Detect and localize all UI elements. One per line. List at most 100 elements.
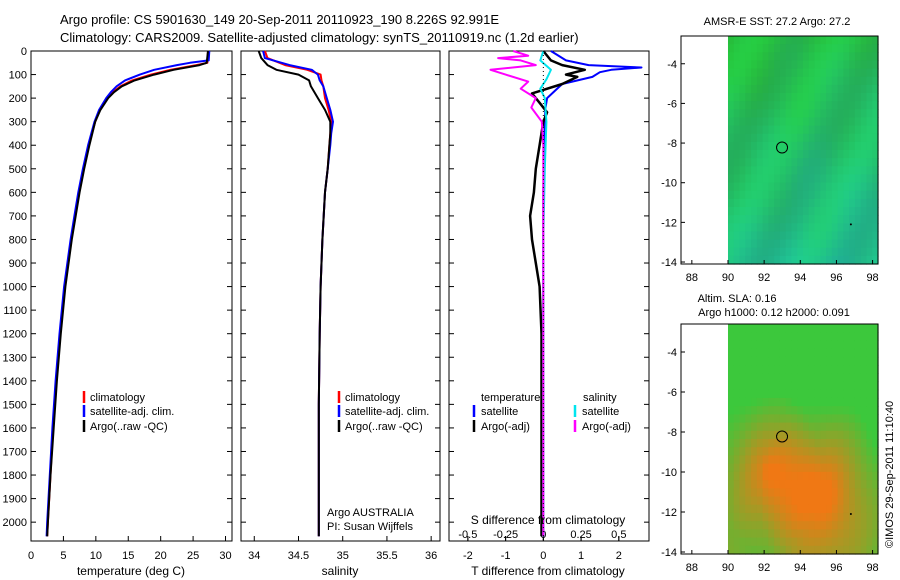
map-cell (866, 60, 873, 70)
map-cell (860, 488, 868, 498)
map-cell (727, 84, 735, 94)
map-cell (837, 521, 844, 530)
map-cell (768, 36, 775, 45)
map-cell (756, 422, 764, 432)
map-cell (843, 133, 850, 143)
map-cell (843, 198, 850, 208)
map-cell (733, 529, 741, 539)
map-cell (733, 521, 741, 530)
map-cell (866, 190, 873, 200)
map-cell (762, 133, 769, 143)
map-cell (751, 471, 758, 481)
map-cell (803, 215, 810, 224)
map-cell (785, 190, 793, 200)
map-cell (831, 529, 839, 539)
map-cell (751, 158, 758, 167)
map-cell (860, 529, 868, 539)
map-cell (768, 373, 775, 383)
map-cell (803, 223, 810, 233)
map-cell (866, 223, 873, 233)
map-cell (797, 455, 804, 465)
map-cell (785, 182, 793, 192)
map-cell (820, 430, 827, 440)
map-cell (843, 44, 850, 53)
map-cell (820, 397, 827, 407)
map-cell (785, 60, 793, 70)
map-cell (837, 324, 844, 333)
map-cell (860, 521, 868, 530)
map-cell (762, 125, 769, 135)
map-cell (803, 439, 810, 448)
map-cell (866, 521, 873, 530)
map-cell (768, 101, 775, 110)
sla-map: 88 90 92 94 96 98-4-6-8-10-12-14 (661, 323, 879, 574)
map-cell (768, 125, 775, 135)
map-cell (756, 512, 764, 522)
map-cell (791, 68, 798, 78)
map-cell (866, 84, 873, 94)
map-cell (831, 125, 839, 135)
map-cell (831, 504, 839, 514)
map-cell (762, 247, 769, 257)
map-cell (831, 36, 839, 45)
map-cell (785, 125, 793, 135)
map-cell (808, 447, 816, 457)
map-cell (756, 207, 764, 216)
map-cell (866, 255, 873, 265)
map-cell (849, 496, 856, 506)
map-cell (866, 397, 873, 407)
map-cell (779, 141, 787, 151)
map-cell (756, 101, 764, 110)
map-cell (814, 545, 821, 555)
map-cell (808, 52, 816, 62)
map-cell (854, 365, 862, 374)
map-cell (854, 512, 862, 522)
map-frame (680, 35, 879, 265)
map-cell (837, 174, 844, 184)
map-cell (785, 422, 793, 432)
map-cell (866, 463, 873, 473)
map-cell (866, 117, 873, 127)
map-cell (837, 455, 844, 465)
map-cell (814, 512, 821, 522)
map-cell (803, 101, 810, 110)
map-cell (768, 340, 775, 350)
map-cell (779, 215, 787, 224)
map-cell (733, 340, 741, 350)
map-cell (739, 182, 746, 192)
map-cell (756, 430, 764, 440)
map-cell (797, 215, 804, 224)
map-cell (866, 545, 873, 555)
map-cell (785, 455, 793, 465)
map-cell (803, 198, 810, 208)
map-cell (826, 430, 833, 440)
map-lat-tick-label: -4 (667, 59, 677, 71)
map-cell (837, 373, 844, 383)
map-cell (814, 182, 821, 192)
map-cell (739, 512, 746, 522)
map-cell (843, 174, 850, 184)
map-cell (814, 198, 821, 208)
map-cell (837, 447, 844, 457)
map-cell (756, 84, 764, 94)
map-cell (745, 101, 752, 110)
map-cell (762, 174, 769, 184)
map-cell (727, 463, 735, 473)
map-cell (756, 340, 764, 350)
map-cell (826, 125, 833, 135)
map-cell (872, 247, 879, 257)
map-cell (820, 166, 827, 176)
map-cell (831, 239, 839, 249)
map-cell (814, 340, 821, 350)
map-cell (831, 545, 839, 555)
map-cell (866, 174, 873, 184)
map-cell (797, 340, 804, 350)
map-cell (831, 158, 839, 167)
map-cell (831, 84, 839, 94)
map-cell (739, 463, 746, 473)
map-cell (745, 504, 752, 514)
map-cell (745, 84, 752, 94)
depth-tick-label: 100 (9, 70, 27, 82)
map-cell (779, 52, 787, 62)
map-cell (756, 125, 764, 135)
